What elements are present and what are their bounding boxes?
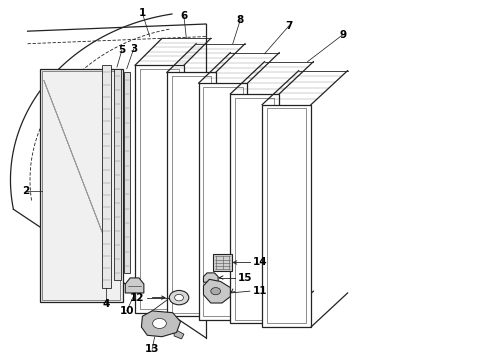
Polygon shape [262, 105, 311, 327]
Polygon shape [124, 72, 130, 273]
Text: 9: 9 [339, 30, 346, 40]
Circle shape [169, 291, 189, 305]
Polygon shape [174, 329, 184, 339]
Polygon shape [198, 83, 247, 320]
Text: 12: 12 [129, 293, 144, 303]
Text: 10: 10 [120, 306, 134, 316]
Text: 5: 5 [118, 45, 125, 55]
Text: 11: 11 [252, 286, 267, 296]
Polygon shape [203, 279, 230, 303]
Text: 6: 6 [180, 11, 188, 21]
Circle shape [211, 288, 220, 295]
Text: 7: 7 [285, 21, 293, 31]
Polygon shape [135, 65, 184, 313]
Text: 8: 8 [237, 15, 244, 26]
Circle shape [153, 319, 166, 328]
Polygon shape [40, 69, 123, 302]
Text: 14: 14 [253, 257, 268, 267]
Text: 4: 4 [102, 299, 110, 309]
Circle shape [174, 294, 183, 301]
Polygon shape [230, 94, 279, 323]
Polygon shape [102, 65, 111, 288]
Text: 2: 2 [23, 186, 30, 196]
Polygon shape [114, 69, 122, 280]
Text: 1: 1 [139, 8, 146, 18]
FancyBboxPatch shape [213, 254, 232, 271]
Polygon shape [203, 273, 218, 282]
Polygon shape [167, 72, 216, 316]
Polygon shape [125, 278, 144, 293]
Text: 13: 13 [145, 344, 159, 354]
Polygon shape [142, 311, 180, 337]
Text: 15: 15 [238, 273, 252, 283]
Text: 3: 3 [130, 44, 137, 54]
